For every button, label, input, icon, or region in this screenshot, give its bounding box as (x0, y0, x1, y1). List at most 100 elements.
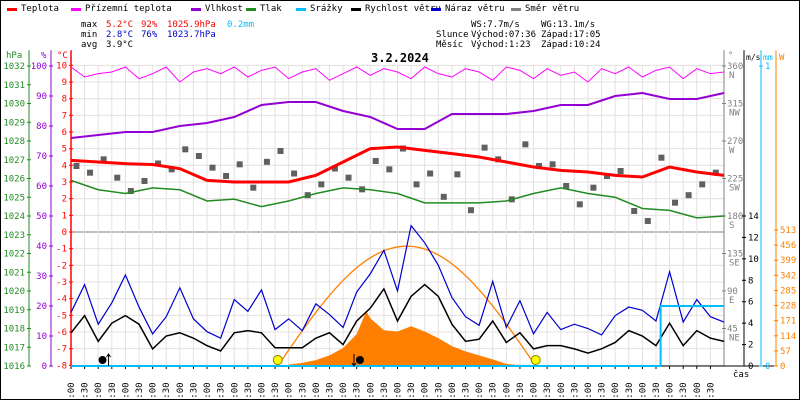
legend-item: Tlak (246, 4, 282, 14)
pressure-tick-label: 1018 (3, 325, 25, 335)
wind-direction-point (644, 218, 651, 225)
stat-min-label: min (81, 30, 98, 40)
legend-label: Srážky (310, 4, 343, 14)
stat-wind-speed: WS:7.7m/s (471, 20, 520, 30)
time-tick-label: 23:30 (706, 382, 716, 400)
time-tick-label: 00:00 (67, 382, 77, 400)
wind-direction-point (372, 158, 379, 165)
time-tick-label: 17:00 (530, 382, 540, 400)
wind-direction-point (155, 160, 162, 167)
solar-tick-label: 513 (780, 226, 796, 236)
legend-item: Srážky (296, 4, 343, 14)
humidity-line (70, 91, 725, 139)
pressure-tick-label: 1031 (3, 81, 25, 91)
solar-tick-label: 285 (780, 286, 796, 296)
legend-swatch (511, 7, 521, 11)
direction-tick-label: 225 (727, 175, 743, 185)
time-tick-label: 11:00 (366, 382, 376, 400)
legend-swatch (191, 7, 201, 11)
direction-letter: SE (729, 259, 740, 269)
temperature-tick-label: -8 (56, 361, 67, 371)
wind-direction-point (467, 207, 474, 214)
moon-label: Měsíc (436, 40, 464, 50)
direction-letter: E (729, 296, 734, 306)
wind-direction-point (549, 161, 556, 168)
moonrise: Východ:1:23 (471, 40, 531, 50)
stat-avg-temp: 3.9°C (106, 40, 134, 50)
wind-direction-point (263, 158, 270, 165)
temperature-tick-label: -3 (56, 278, 67, 288)
direction-letter: S (729, 221, 734, 231)
legend-label: Teplota (21, 4, 59, 14)
unit-temperature: °C (57, 51, 68, 61)
humidity-tick-label: 40 (36, 242, 47, 252)
stat-wind-gust: WG:13.1m/s (541, 20, 596, 30)
wind-direction-point (127, 188, 134, 195)
legend-item: Vlhkost (191, 4, 243, 14)
time-tick-label: 01:00 (94, 382, 104, 400)
legend-swatch (71, 7, 81, 11)
time-tick-label: 13:30 (434, 382, 444, 400)
legend-label: Vlhkost (205, 4, 243, 14)
legend-swatch (246, 7, 256, 11)
time-tick-label: 15:30 (489, 382, 499, 400)
temperature-tick-label: 4 (62, 161, 67, 171)
wind-direction-point (535, 163, 542, 170)
solar-tick-label: 228 (780, 302, 796, 312)
wind-direction-point (386, 166, 393, 173)
wind-direction-point (685, 192, 692, 199)
speed-tick-label: 8 (748, 276, 753, 286)
legend-swatch (431, 7, 441, 11)
moonset: Západ:10:24 (541, 40, 601, 50)
temperature-tick-label: -4 (56, 295, 67, 305)
wind-direction-point (604, 173, 611, 180)
solar-tick-label: 342 (780, 271, 796, 281)
time-tick-label: 19:30 (598, 382, 608, 400)
pressure-tick-label: 1017 (3, 343, 25, 353)
stat-max-label: max (81, 20, 98, 30)
time-tick-label: 09:30 (325, 382, 335, 400)
time-tick-label: 21:30 (652, 382, 662, 400)
precipitation-line (71, 305, 724, 367)
wind-direction-point (481, 144, 488, 151)
legend-swatch (351, 7, 361, 11)
humidity-tick-label: 70 (36, 152, 47, 162)
wind-direction-point (658, 154, 665, 161)
temperature-tick-label: 7 (62, 111, 67, 121)
pressure-tick-label: 1029 (3, 118, 25, 128)
wind-direction-point (114, 174, 121, 181)
temperature-tick-label: 5 (62, 145, 67, 155)
direction-tick-label: 180 (727, 212, 743, 222)
pressure-tick-label: 1021 (3, 268, 25, 278)
temperature-tick-label: 9 (62, 78, 67, 88)
humidity-tick-label: 100 (31, 62, 47, 72)
wind-direction-point (182, 146, 189, 153)
wind-direction-point (318, 181, 325, 188)
legend-label: Přízemní teplota (85, 4, 172, 14)
wind-direction-point (672, 199, 679, 206)
pressure-tick-label: 1027 (3, 156, 25, 166)
wind-direction-point (223, 173, 230, 180)
wind-direction-point (100, 156, 107, 163)
chart-title: 3.2.2024 (371, 51, 429, 65)
direction-tick-label: 270 (727, 137, 743, 147)
time-tick-label: 12:30 (407, 382, 417, 400)
wind-direction-point (413, 181, 420, 188)
speed-tick-label: 10 (748, 255, 759, 265)
time-tick-label: 00:30 (81, 382, 91, 400)
unit-solar: W (779, 53, 785, 63)
speed-tick-label: 2 (748, 341, 753, 351)
legend-label: Tlak (260, 4, 282, 14)
time-tick-label: 03:30 (162, 382, 172, 400)
time-tick-label: 15:00 (475, 382, 485, 400)
stat-avg-label: avg (81, 40, 98, 50)
humidity-tick-label: 60 (36, 182, 47, 192)
humidity-tick-label: 0 (42, 362, 47, 372)
temperature-tick-label: 10 (56, 61, 67, 71)
time-tick-label: 05:00 (203, 382, 213, 400)
temperature-tick-label: 3 (62, 178, 67, 188)
pressure-tick-label: 1028 (3, 137, 25, 147)
time-tick-label: 03:00 (149, 382, 159, 400)
wind-direction-point (563, 183, 570, 190)
